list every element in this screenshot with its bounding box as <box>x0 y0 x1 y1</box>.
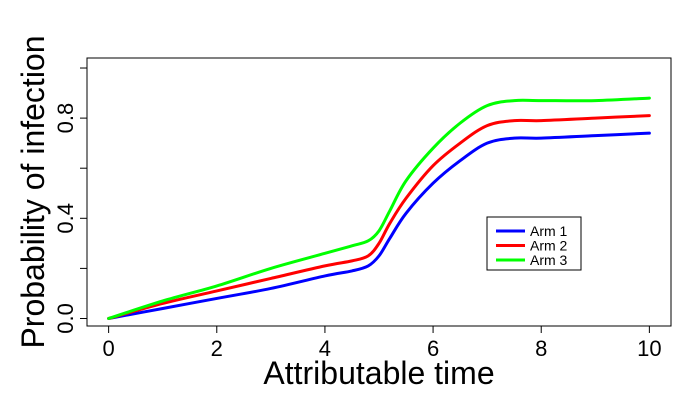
series-line-1 <box>107 131 651 320</box>
x-tick-label: 0 <box>103 336 115 361</box>
legend-label-2: Arm 2 <box>530 238 568 254</box>
x-tick-label: 10 <box>637 336 661 361</box>
legend-label-1: Arm 1 <box>530 223 568 239</box>
x-tick-label: 2 <box>211 336 223 361</box>
series-lines <box>107 96 651 320</box>
x-tick-label: 6 <box>427 336 439 361</box>
x-axis-title: Attributable time <box>263 355 494 391</box>
y-axis: 0.0 0.4 0.8 <box>53 67 88 334</box>
x-axis: 0 2 4 6 8 10 <box>103 325 662 361</box>
y-tick-label: 0.8 <box>53 103 78 134</box>
x-tick-label: 8 <box>535 336 547 361</box>
y-tick-label: 0.0 <box>53 303 78 334</box>
series-line-3 <box>107 96 651 320</box>
legend-label-3: Arm 3 <box>530 252 568 268</box>
y-tick-label: 0.4 <box>53 203 78 234</box>
y-axis-title: Probability of infection <box>15 35 51 348</box>
plot-frame <box>86 57 672 327</box>
series-line-2 <box>107 114 651 320</box>
x-tick-label: 4 <box>319 336 331 361</box>
